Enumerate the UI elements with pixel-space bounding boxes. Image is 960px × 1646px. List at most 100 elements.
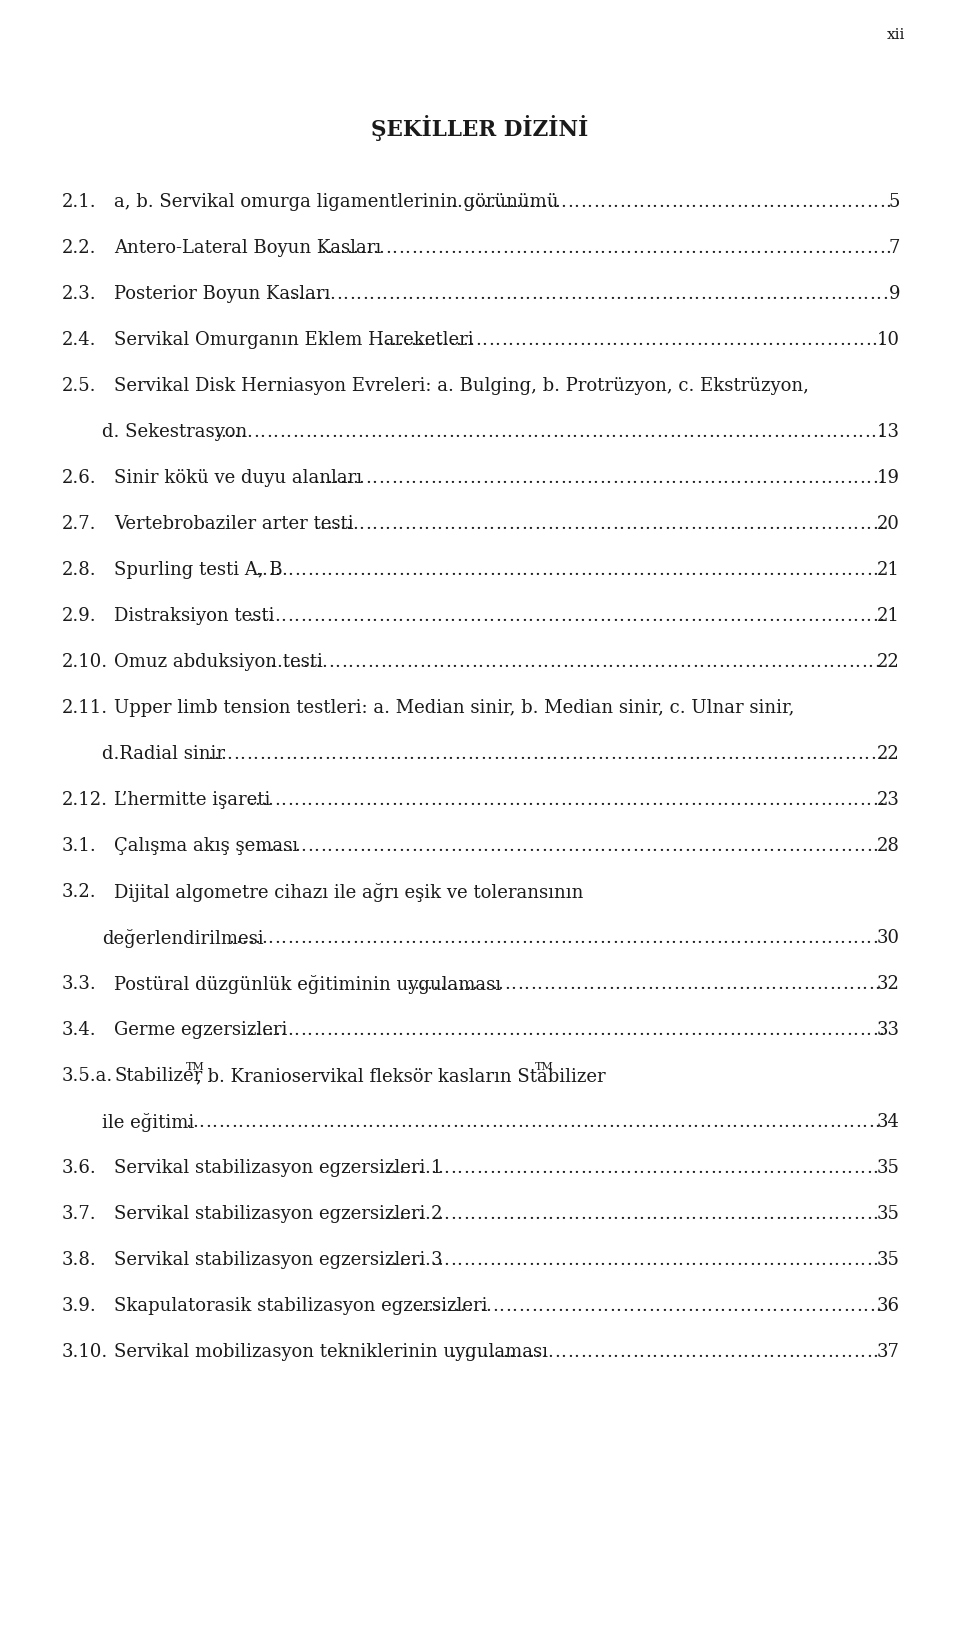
Text: .: .: [708, 423, 714, 441]
Text: .: .: [410, 792, 417, 808]
Text: .: .: [483, 1159, 489, 1177]
Text: .: .: [859, 1251, 865, 1269]
Text: .: .: [801, 792, 806, 808]
Text: .: .: [341, 653, 347, 672]
Text: .: .: [870, 746, 876, 764]
Text: .: .: [573, 561, 580, 579]
Text: .: .: [873, 239, 878, 257]
Text: .: .: [456, 515, 462, 533]
Text: .: .: [477, 653, 484, 672]
Text: .: .: [599, 469, 605, 487]
Text: .: .: [793, 423, 799, 441]
Text: .: .: [644, 469, 650, 487]
Text: .: .: [803, 1113, 808, 1131]
Text: .: .: [423, 1021, 429, 1039]
Text: .: .: [703, 331, 708, 349]
Text: .: .: [663, 331, 670, 349]
Text: .: .: [547, 607, 553, 625]
Text: .: .: [489, 792, 494, 808]
Text: .: .: [410, 607, 417, 625]
Text: .: .: [554, 838, 560, 854]
Text: .: .: [634, 1113, 639, 1131]
Text: .: .: [669, 423, 675, 441]
Text: .: .: [614, 974, 620, 993]
Text: .: .: [475, 331, 481, 349]
Text: .: .: [775, 607, 780, 625]
Text: .: .: [662, 423, 668, 441]
Text: .: .: [487, 746, 492, 764]
Text: .: .: [580, 928, 586, 946]
Text: .: .: [722, 1021, 729, 1039]
Text: .: .: [478, 974, 484, 993]
Text: .: .: [761, 928, 768, 946]
Text: .: .: [767, 423, 773, 441]
Text: .: .: [625, 331, 631, 349]
Text: .: .: [404, 792, 410, 808]
Text: .: .: [658, 239, 664, 257]
Text: .: .: [484, 653, 490, 672]
Text: .: .: [846, 515, 852, 533]
Text: .: .: [775, 469, 780, 487]
Text: .: .: [313, 928, 319, 946]
Text: .: .: [580, 607, 586, 625]
Text: .: .: [289, 1113, 296, 1131]
Text: .: .: [509, 1251, 515, 1269]
Text: .: .: [676, 423, 682, 441]
Text: .: .: [540, 607, 546, 625]
Text: .: .: [458, 1113, 465, 1131]
Text: .: .: [821, 1205, 827, 1223]
Text: .: .: [725, 974, 731, 993]
Text: .: .: [338, 423, 344, 441]
Text: .: .: [343, 285, 348, 303]
Text: .: .: [759, 746, 765, 764]
Text: .: .: [619, 1251, 625, 1269]
Text: .: .: [521, 792, 527, 808]
Text: .: .: [612, 1021, 617, 1039]
Text: .: .: [626, 1159, 632, 1177]
Text: .: .: [801, 193, 806, 211]
Text: .: .: [398, 561, 404, 579]
Text: .: .: [853, 239, 859, 257]
Text: .: .: [697, 239, 703, 257]
Text: .: .: [716, 1021, 722, 1039]
Text: .: .: [498, 285, 504, 303]
Text: .: .: [850, 1297, 855, 1315]
Text: .: .: [612, 193, 618, 211]
Text: .: .: [273, 423, 278, 441]
Text: .: .: [375, 285, 381, 303]
Text: .: .: [320, 469, 325, 487]
Text: .: .: [456, 1251, 463, 1269]
Text: .: .: [863, 746, 870, 764]
Text: .: .: [366, 838, 372, 854]
Text: .: .: [807, 928, 813, 946]
Text: .: .: [328, 1113, 334, 1131]
Text: .: .: [539, 746, 544, 764]
Text: .: .: [704, 1159, 709, 1177]
Text: .: .: [378, 469, 384, 487]
Text: .: .: [586, 331, 591, 349]
Text: .: .: [391, 928, 397, 946]
Text: .: .: [809, 1113, 815, 1131]
Text: .: .: [788, 1343, 794, 1361]
Text: .: .: [429, 423, 435, 441]
Text: .: .: [788, 1205, 794, 1223]
Text: .: .: [393, 653, 399, 672]
Text: .: .: [333, 928, 339, 946]
Text: .: .: [528, 838, 534, 854]
Text: .: .: [638, 1159, 644, 1177]
Text: .: .: [752, 285, 757, 303]
Text: .: .: [583, 285, 588, 303]
Text: 2.8.: 2.8.: [62, 561, 97, 579]
Text: .: .: [632, 193, 637, 211]
Text: .: .: [528, 239, 534, 257]
Text: .: .: [560, 928, 566, 946]
Text: .: .: [593, 1251, 599, 1269]
Text: .: .: [489, 838, 495, 854]
Text: .: .: [459, 1297, 466, 1315]
Text: .: .: [495, 239, 501, 257]
Text: .: .: [263, 1113, 269, 1131]
Text: .: .: [445, 1113, 451, 1131]
Text: .: .: [561, 1343, 566, 1361]
Text: .: .: [519, 423, 526, 441]
Text: .: .: [689, 331, 696, 349]
